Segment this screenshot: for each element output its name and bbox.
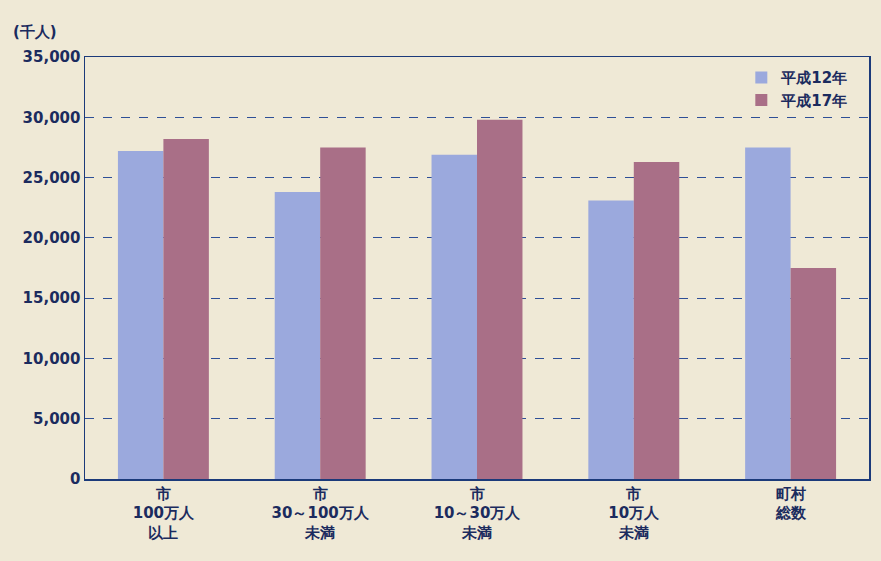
svg-text:(千人): (千人) [13, 23, 57, 41]
svg-text:市100万人以上: 市100万人以上 [133, 485, 195, 542]
svg-text:25,000: 25,000 [23, 169, 81, 187]
svg-text:10,000: 10,000 [23, 350, 81, 368]
svg-text:15,000: 15,000 [23, 289, 81, 307]
svg-text:市30～100万人未満: 市30～100万人未満 [272, 485, 370, 542]
svg-text:平成17年: 平成17年 [780, 92, 847, 110]
svg-text:30,000: 30,000 [23, 109, 81, 127]
svg-text:5,000: 5,000 [33, 410, 80, 428]
svg-text:市10～30万人未満: 市10～30万人未満 [434, 485, 522, 542]
svg-text:平成12年: 平成12年 [780, 69, 847, 87]
svg-text:35,000: 35,000 [23, 48, 81, 66]
svg-text:0: 0 [70, 470, 80, 488]
svg-text:町村総数: 町村総数 [775, 485, 807, 523]
svg-text:市10万人未満: 市10万人未満 [608, 485, 660, 542]
svg-text:20,000: 20,000 [23, 229, 81, 247]
